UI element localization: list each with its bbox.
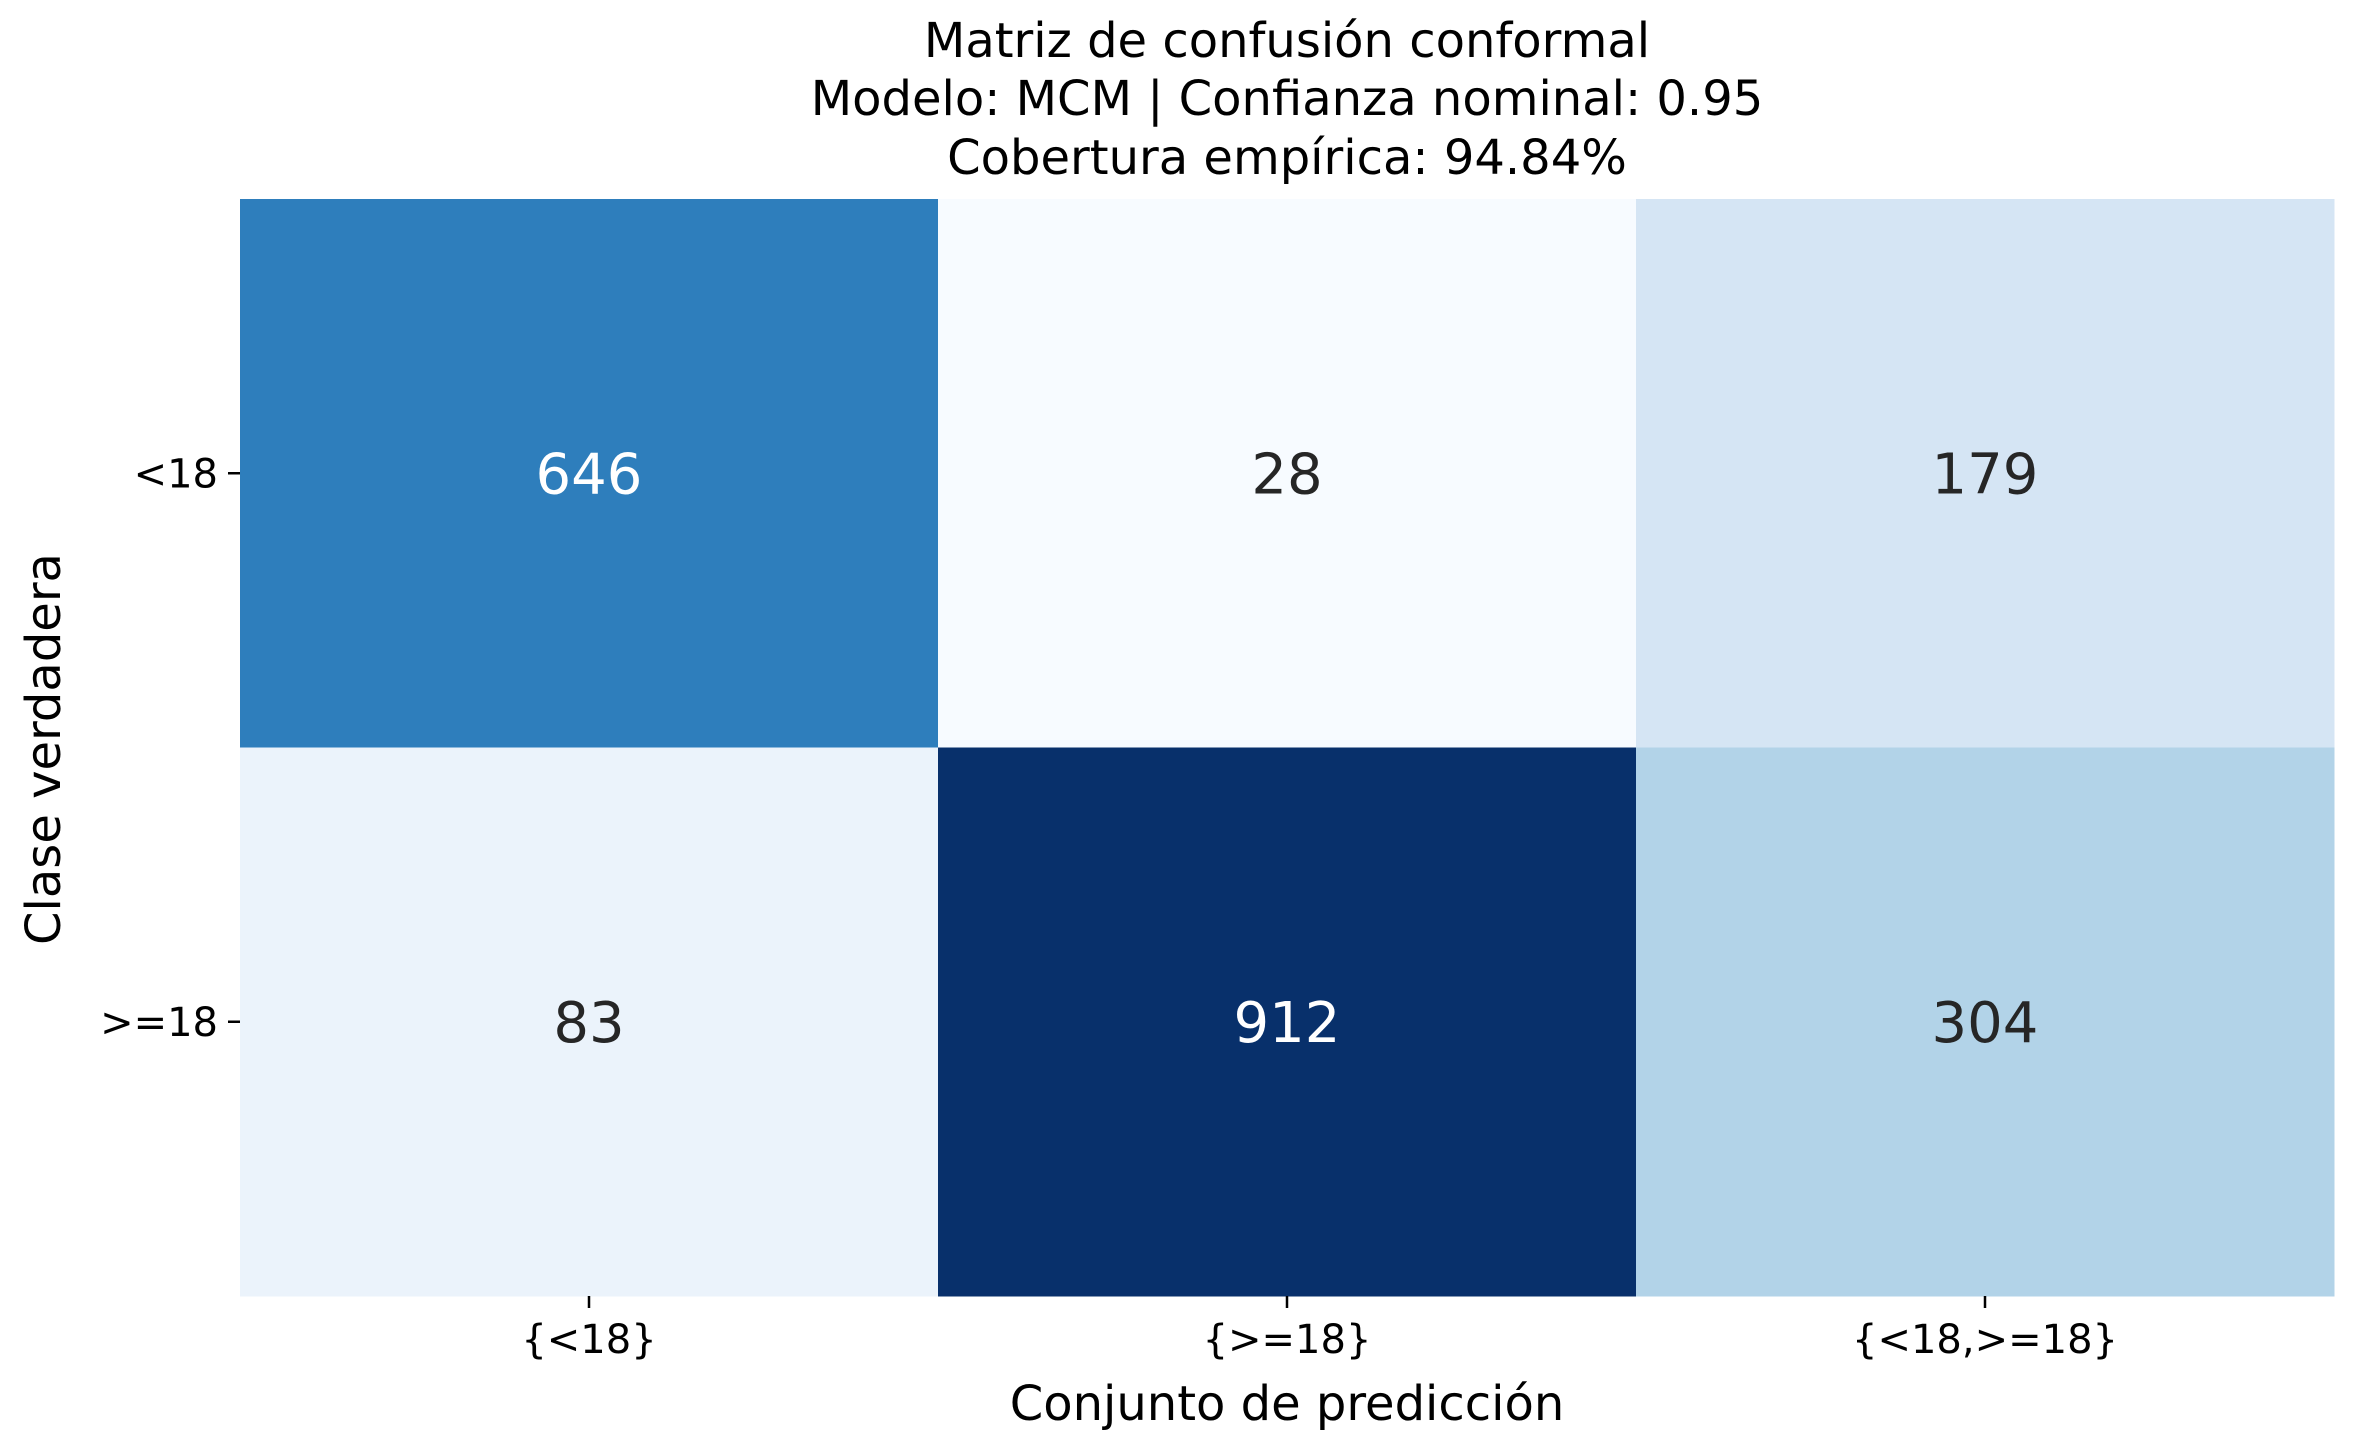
heatmap-value-label-r2-c3: 304 bbox=[1932, 991, 2039, 1056]
chart-title: Matriz de confusión conformal Modelo: MC… bbox=[811, 13, 1764, 186]
x-tick-label-3: {<18,>=18} bbox=[1852, 1317, 2118, 1363]
heatmap-value-label-r1-c3: 179 bbox=[1932, 442, 2039, 507]
heatmap-value-label-r1-c2: 28 bbox=[1251, 442, 1322, 507]
heatmap-cell-r2-c2 bbox=[938, 747, 1637, 1297]
y-axis-label: Clase verdadera bbox=[16, 553, 72, 945]
x-axis-label: Conjunto de predicción bbox=[1010, 1376, 1565, 1432]
heatmap-value-label-r1-c1: 646 bbox=[536, 442, 643, 507]
x-axis-ticks: {<18} {>=18} {<18,>=18} bbox=[521, 1296, 2118, 1363]
heatmap-cell-r2-c3 bbox=[1636, 747, 2335, 1297]
chart-title-line-1: Matriz de confusión conformal bbox=[924, 13, 1650, 69]
y-axis-ticks: <18 >=18 bbox=[100, 451, 240, 1046]
x-tick-label-1: {<18} bbox=[521, 1317, 656, 1363]
y-tick-label-1: <18 bbox=[134, 451, 218, 497]
chart-title-line-3: Cobertura empírica: 94.84% bbox=[947, 130, 1627, 186]
heatmap-value-label-r2-c1: 83 bbox=[553, 991, 624, 1056]
heatmap-cell-r1-c1 bbox=[240, 199, 939, 748]
heatmap-cells bbox=[240, 199, 2335, 1297]
y-tick-label-2: >=18 bbox=[100, 1000, 218, 1046]
heatmap-cell-r1-c2 bbox=[938, 199, 1637, 748]
heatmap-cell-labels: 646 28 179 83 912 304 bbox=[536, 442, 2039, 1056]
heatmap-cell-r2-c1 bbox=[240, 747, 939, 1297]
chart-title-line-2: Modelo: MCM | Confianza nominal: 0.95 bbox=[811, 71, 1764, 127]
x-tick-label-2: {>=18} bbox=[1203, 1317, 1372, 1363]
heatmap-cell-r1-c3 bbox=[1636, 199, 2335, 748]
heatmap-value-label-r2-c2: 912 bbox=[1234, 991, 1341, 1056]
